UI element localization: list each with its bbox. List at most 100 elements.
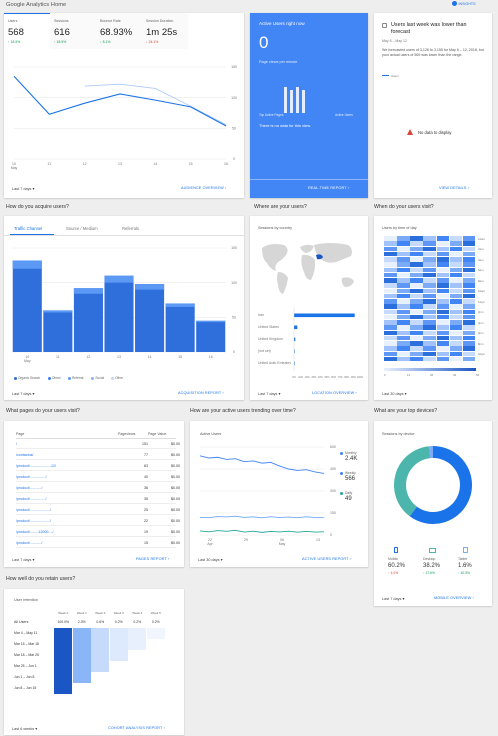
table-row[interactable]: /contactus/77 $0.00 [16, 451, 180, 460]
x-tick-label: 60% [331, 376, 337, 379]
page-link[interactable]: /product/...-...-...-.../ [16, 497, 47, 501]
page-link[interactable]: /product/...-...-12000-.../ [16, 530, 54, 534]
table-row[interactable]: /product/...-...-...-...-...-12/63 $0.00 [16, 462, 180, 471]
y-tick-label: 50 [232, 316, 236, 320]
pages-report-link[interactable]: PAGES REPORT › [136, 557, 170, 561]
table-row[interactable]: /product/...-...-...-.../ 40 $0.00 [16, 473, 180, 482]
page-link[interactable]: /product/...-...-...-...-.../ [16, 508, 51, 512]
trending-date-range[interactable]: Last 30 days ▾ [198, 558, 223, 562]
table-row[interactable]: /product/...-...-...-...-.../ 22 $0.00 [16, 517, 180, 526]
heatmap-cell [462, 304, 476, 309]
hour-label: 8pm [478, 341, 484, 346]
location-overview-link[interactable]: LOCATION OVERVIEW › [312, 391, 357, 395]
active-users-report-link[interactable]: ACTIVE USERS REPORT › [302, 557, 352, 561]
page-link[interactable]: / [16, 442, 17, 446]
channel-bar [165, 303, 195, 352]
table-row[interactable]: / 151 $0.00 [16, 440, 180, 449]
table-row[interactable]: /product/...-...-.../ 15 $0.00 [16, 539, 180, 548]
metric-tab[interactable]: Sessions 616 ↑ 18.5% [50, 13, 96, 49]
y-tick-label: 150 [231, 246, 237, 250]
cohort-cell [72, 628, 91, 639]
y-tick-label: 0 [233, 157, 235, 161]
table-row[interactable]: /product/...-...-.../ 36 $0.00 [16, 484, 180, 493]
metric-change: ↑ 18.5% [8, 40, 21, 44]
heatmap-cell [423, 325, 436, 330]
heatmap-cell [449, 341, 463, 346]
heatmap-cell [384, 335, 397, 341]
tab-traffic-channel[interactable]: Traffic Channel [14, 226, 43, 231]
page-link[interactable]: /product/...-...-.../ [16, 541, 43, 545]
hour-label: 2am [478, 247, 484, 251]
geo-date-range[interactable]: Last 7 days ▾ [258, 392, 281, 396]
devices-date-range[interactable]: Last 7 days ▾ [382, 597, 405, 601]
cohort-report-link[interactable]: COHORT ANALYSIS REPORT › [108, 726, 165, 730]
heatmap-cell [436, 241, 450, 246]
device-label: Tablet [458, 557, 468, 561]
heatmap-cell [384, 288, 397, 294]
heatmap-cell [449, 246, 463, 252]
pageviews-cell: 35 [144, 497, 148, 501]
retention-card: User retention Week 0 Week 1 Week 2 Week 3 W… [4, 589, 184, 735]
x-tick-label: 10 [25, 355, 29, 359]
legend-swatch [340, 492, 343, 495]
table-row[interactable]: /product/...-...-12000-.../ 19 $0.00 [16, 528, 180, 537]
insight-details-link[interactable]: VIEW DETAILS › [439, 186, 470, 190]
insights-button[interactable]: INSIGHTS [452, 1, 475, 6]
realtime-title: Active Users right now [259, 21, 305, 26]
heatmap-cell [410, 257, 423, 262]
time-date-range[interactable]: Last 30 days ▾ [382, 392, 407, 396]
heatmap-cell [462, 299, 476, 304]
heatmap-cell [397, 351, 410, 357]
page-value-cell: $0.00 [171, 541, 180, 545]
overview-date-range[interactable]: Last 7 days ▾ [12, 187, 35, 191]
acquisition-date-range[interactable]: Last 7 days ▾ [12, 392, 35, 396]
x-tick-label: 22 [208, 538, 212, 542]
pages-col-pageviews: Pageviews [118, 432, 136, 436]
page-link[interactable]: /product/...-...-...-...-.../ [16, 519, 51, 523]
table-row[interactable]: /product/...-...-...-.../ 35 $0.00 [16, 495, 180, 504]
cohort-cell [109, 650, 128, 661]
heatmap-cell [410, 325, 423, 330]
legend-swatch [340, 452, 343, 455]
acquisition-report-link[interactable]: ACQUISITION REPORT › [178, 391, 224, 395]
devices-subtitle: Sessions by device [382, 432, 415, 436]
pages-date-range[interactable]: Last 7 days ▾ [12, 558, 35, 562]
retention-date-range[interactable]: Last 6 weeks ▾ [12, 727, 38, 731]
metric-tab[interactable]: Users 568 ↑ 18.5% [4, 13, 50, 49]
all-users-value: 0.6% [96, 620, 105, 624]
page-link[interactable]: /product/...-...-...-.../ [16, 475, 47, 479]
x-tick-label: 11 [56, 355, 60, 359]
heatmap-cell [449, 309, 463, 315]
metric-change: ↑ 18.5% [54, 40, 67, 44]
heatmap-cell [384, 257, 397, 262]
country-bar [294, 325, 298, 330]
page-title: Google Analytics Home [6, 2, 67, 8]
x-tick-label: 80% [344, 376, 350, 379]
heatmap-cell [462, 346, 476, 351]
heatmap-cell [436, 236, 450, 241]
audience-overview-link[interactable]: AUDIENCE OVERVIEW › [181, 186, 227, 190]
page-link[interactable]: /contactus/ [16, 453, 34, 457]
heatmap-cell [384, 278, 397, 283]
x-tick-label: 0% [292, 376, 296, 379]
heatmap-cell [449, 351, 463, 357]
heatmap-cell [462, 241, 476, 246]
table-row[interactable]: /product/...-...-...-...-.../ 25 $0.00 [16, 506, 180, 515]
heatmap-cell [423, 320, 436, 325]
heatmap-cell [462, 293, 476, 299]
all-users-value: 100.0% [57, 620, 70, 624]
tab-source-medium[interactable]: Source / Medium [66, 226, 98, 231]
page-link[interactable]: /product/...-...-.../ [16, 486, 43, 490]
tab-referrals[interactable]: Referrals [122, 226, 139, 231]
realtime-report-link[interactable]: REAL-TIME REPORT › [308, 186, 350, 190]
mobile-overview-link[interactable]: MOBILE OVERVIEW › [434, 596, 474, 600]
heatmap-cell [449, 346, 463, 351]
legend-label: Organic Search [18, 376, 41, 380]
metric-tab[interactable]: Bounce Rate 68.93% ↓ 8.1% [96, 13, 142, 49]
page-link[interactable]: /product/...-...-...-...-...-12/ [16, 464, 56, 468]
x-tick-label: 90% [351, 376, 357, 379]
pageviews-cell: 15 [144, 541, 148, 545]
insight-checkbox[interactable] [382, 23, 387, 28]
metric-tab[interactable]: Session Duration 1m 25s ↓ 24.1% [142, 13, 188, 49]
devices-section-title: What are your top devices? [374, 408, 438, 414]
